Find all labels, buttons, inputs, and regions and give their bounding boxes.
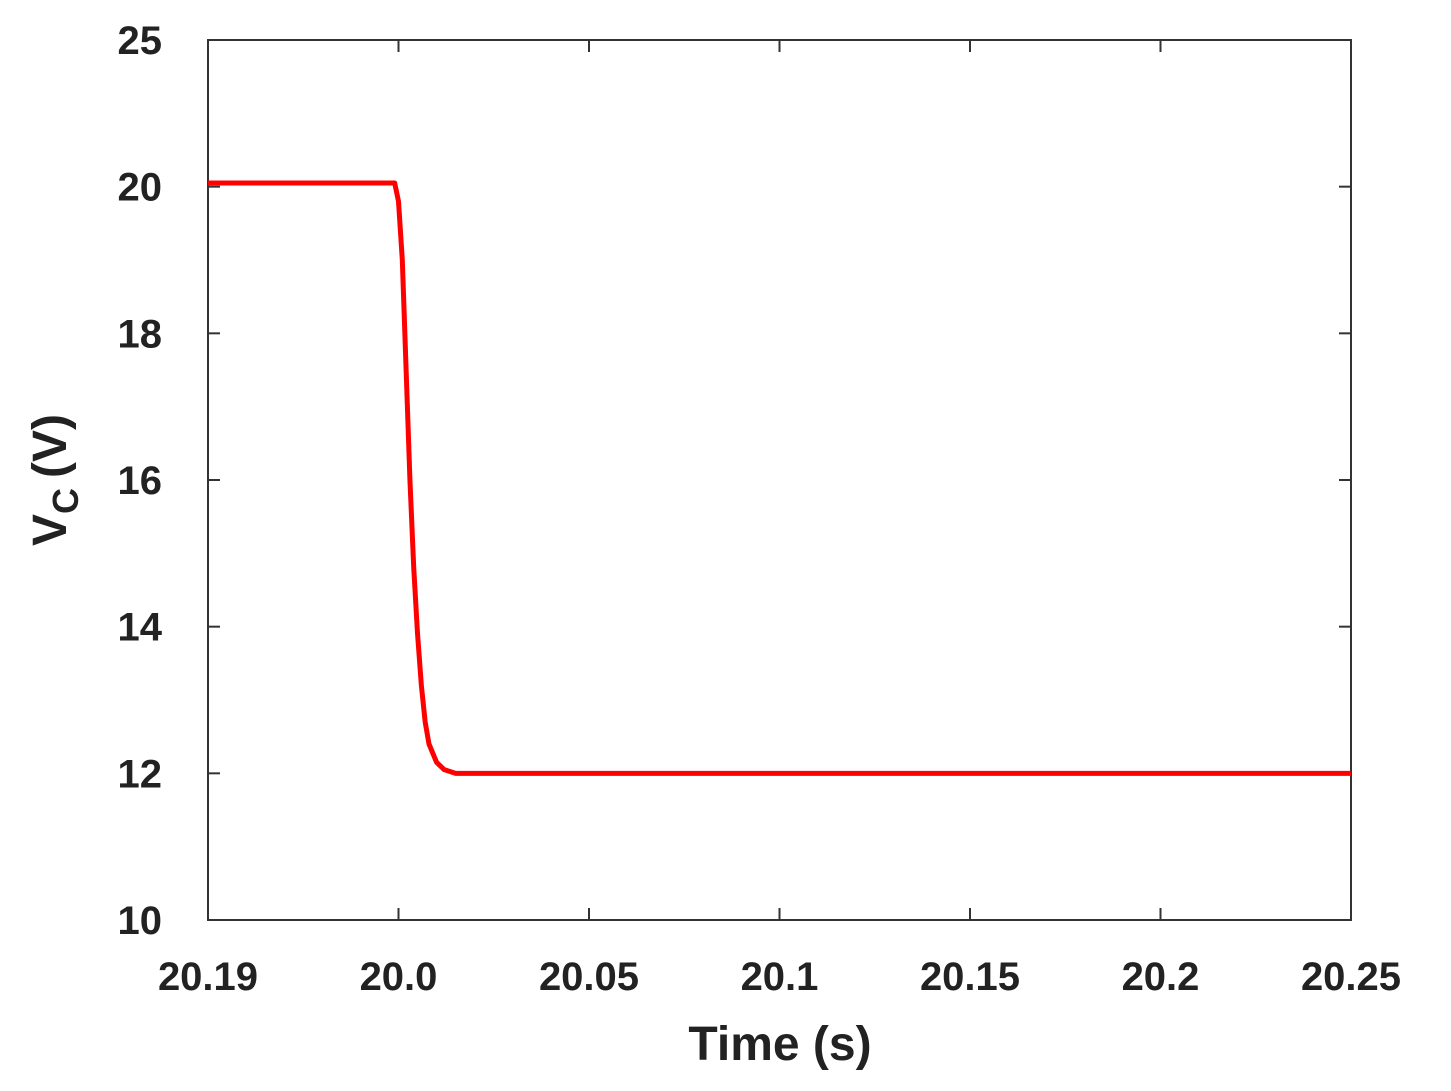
x-tick-label: 20.05 — [539, 955, 639, 999]
y-tick-label: 25 — [118, 19, 163, 63]
y-tick-label: 10 — [118, 899, 163, 943]
y-axis-title-main: V — [24, 514, 77, 546]
y-axis-title: VC (V) — [24, 414, 86, 546]
y-tick-label: 12 — [118, 752, 163, 796]
x-tick-label: 20.25 — [1301, 955, 1401, 999]
y-tick-label: 16 — [118, 459, 163, 503]
x-tick-label: 20.0 — [360, 955, 438, 999]
x-tick-label: 20.1 — [741, 955, 819, 999]
y-tick-label: 18 — [118, 312, 163, 356]
x-tick-label: 20.2 — [1122, 955, 1200, 999]
y-tick-label: 14 — [118, 606, 163, 650]
x-axis-title: Time (s) — [688, 1018, 871, 1071]
x-tick-label: 20.15 — [920, 955, 1020, 999]
y-tick-label: 20 — [118, 166, 163, 210]
plot-frame — [207, 39, 1352, 921]
x-tick-label: 20.19 — [158, 955, 258, 999]
y-axis-title-unit: (V) — [24, 414, 77, 478]
data-line — [208, 180, 1351, 776]
y-axis-title-sub: C — [45, 488, 86, 514]
